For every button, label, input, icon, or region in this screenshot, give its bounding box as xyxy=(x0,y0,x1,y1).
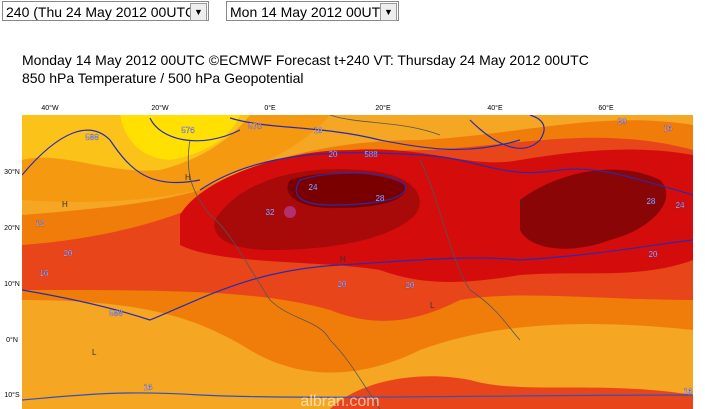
contour-label: 576 xyxy=(181,126,195,135)
contour-label: 12 xyxy=(36,219,45,228)
map-subtitle: 850 hPa Temperature / 500 hPa Geopotenti… xyxy=(22,70,304,86)
lat-label: 30°N xyxy=(4,168,20,176)
contour-label: 588 xyxy=(109,309,123,318)
dropdown-arrow[interactable]: ▼ xyxy=(380,3,397,21)
pressure-mark: H xyxy=(185,173,191,182)
forecast-select[interactable]: 240 (Thu 24 May 2012 00UTC) ▼ xyxy=(2,1,209,21)
contour-label: 16 xyxy=(684,387,693,396)
contour-label: 24 xyxy=(309,183,318,192)
dropdown-arrow[interactable]: ▼ xyxy=(190,3,207,21)
lat-label: 20°N xyxy=(4,224,20,232)
lat-label: 10°N xyxy=(4,280,20,288)
select-text: 240 (Thu 24 May 2012 00UTC) xyxy=(6,4,200,20)
contour-label: 20 xyxy=(329,150,338,159)
select-text: Mon 14 May 2012 00UTC xyxy=(230,4,391,20)
contour-label: 570 xyxy=(248,122,262,131)
contour-label: 16 xyxy=(144,383,153,392)
pressure-mark: H xyxy=(340,255,346,264)
contour-label: 16 xyxy=(664,124,673,133)
contour-label: 20 xyxy=(618,117,627,126)
lon-label: 20°W xyxy=(151,104,169,112)
contour-label: 24 xyxy=(676,201,685,210)
contour-label: 16 xyxy=(314,126,323,135)
pressure-mark: L xyxy=(92,348,97,357)
base-select[interactable]: Mon 14 May 2012 00UTC ▼ xyxy=(226,1,399,21)
lon-label: 40°W xyxy=(41,104,59,112)
lon-label: 60°E xyxy=(598,104,614,112)
pressure-mark: L xyxy=(430,301,435,310)
contour-label: 20 xyxy=(64,249,73,258)
watermark: albran.com xyxy=(300,393,379,409)
lat-label: 0°N xyxy=(6,336,18,344)
contour-label: 16 xyxy=(40,269,49,278)
map-title: Monday 14 May 2012 00UTC ©ECMWF Forecast… xyxy=(22,52,589,68)
contour-label: 20 xyxy=(649,250,658,259)
contour-label: 32 xyxy=(266,208,275,217)
contour-label: 588 xyxy=(364,150,378,159)
lon-label: 40°E xyxy=(487,104,503,112)
lat-label: 10°S xyxy=(4,391,20,399)
contour-label: 28 xyxy=(376,194,385,203)
lon-label: 20°E xyxy=(375,104,391,112)
map-field xyxy=(22,115,693,409)
contour-label: 20 xyxy=(406,281,415,290)
pressure-mark: H xyxy=(62,200,68,209)
pressure-mark: L xyxy=(520,198,525,207)
contour-label: 20 xyxy=(338,280,347,289)
contour-label: 588 xyxy=(85,133,99,142)
contour-label: 28 xyxy=(647,197,656,206)
lon-label: 0°E xyxy=(264,104,276,112)
